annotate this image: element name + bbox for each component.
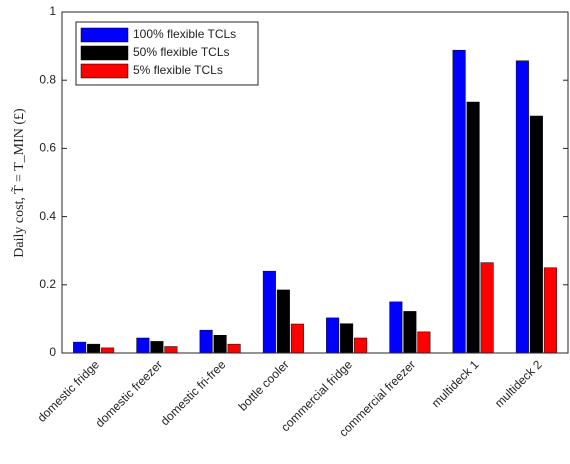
y-tick-label: 0.6 [39, 141, 56, 155]
plot-frame [61, 11, 569, 354]
bar [150, 341, 164, 354]
legend-label: 5% flexible TCLs [133, 63, 223, 77]
bar [227, 343, 241, 354]
x-tick-label: domestic fri-free [158, 357, 229, 428]
y-tick-label: 0.8 [39, 72, 56, 86]
bar [73, 341, 87, 354]
x-tick-label: multideck 2 [492, 357, 545, 410]
x-tick-label: domestic fridge [35, 357, 103, 425]
bar [136, 337, 150, 354]
x-tick-label: bottle cooler [236, 357, 292, 413]
bar [452, 49, 466, 354]
bar [515, 60, 529, 354]
y-tick-label: 0.4 [39, 209, 56, 223]
y-tick-label: 0 [49, 345, 56, 359]
y-axis-label: Daily cost, T̃ = T_MIN (£) [10, 108, 27, 258]
bar [213, 335, 227, 354]
legend-label: 100% flexible TCLs [133, 27, 236, 41]
bar [480, 262, 494, 354]
bar [340, 323, 354, 354]
bar [529, 115, 543, 354]
legend-swatch [80, 27, 129, 43]
bar [354, 337, 368, 354]
bar [199, 329, 213, 354]
x-tick-label: multideck 1 [429, 357, 482, 410]
y-tick-label: 0.2 [39, 277, 56, 291]
bar [326, 317, 340, 354]
bar [290, 323, 304, 354]
bar [389, 301, 403, 354]
bar [101, 347, 115, 354]
bar [262, 270, 276, 354]
legend-swatch [80, 63, 129, 79]
bar [543, 267, 557, 354]
legend-label: 50% flexible TCLs [133, 45, 230, 59]
y-tick-label: 1 [49, 4, 56, 18]
bar [276, 289, 290, 354]
bar [466, 101, 480, 354]
bar [87, 343, 101, 354]
x-tick-label: domestic freezer [93, 357, 166, 430]
bar [417, 331, 431, 354]
bar [164, 346, 178, 354]
bar [403, 311, 417, 354]
legend-swatch [80, 45, 129, 61]
